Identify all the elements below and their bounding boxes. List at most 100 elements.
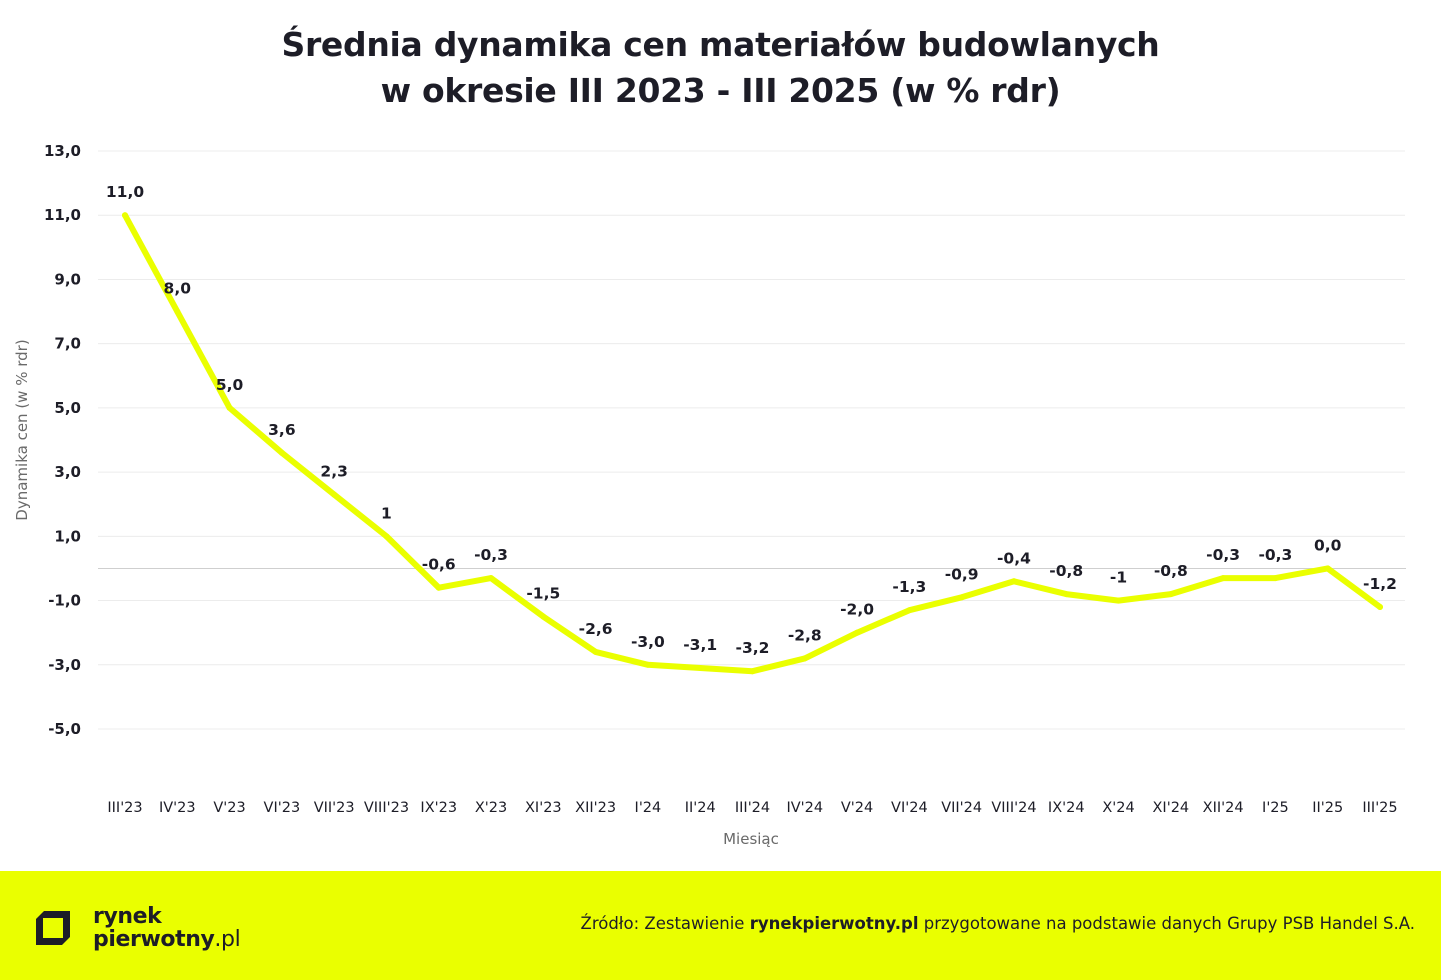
logo-mark-icon [36, 911, 70, 945]
data-label: -0,3 [1206, 546, 1240, 564]
data-point [1063, 591, 1070, 598]
data-label: -3,2 [736, 639, 770, 657]
logo-line2: pierwotny [93, 927, 215, 952]
data-point [1272, 575, 1279, 582]
data-point [174, 308, 181, 315]
data-label: -0,3 [1258, 546, 1292, 564]
y-tick-label: 7,0 [54, 335, 81, 353]
grid-lines [98, 150, 1405, 730]
x-tick-label: VIII'24 [991, 800, 1036, 816]
data-point [278, 449, 285, 456]
x-tick-label: XI'23 [525, 800, 562, 816]
source-prefix: Źródło: Zestawienie [580, 914, 750, 933]
data-label: 2,3 [320, 463, 347, 481]
data-label: 3,6 [268, 421, 295, 439]
data-point [122, 212, 128, 219]
data-label: -3,0 [631, 633, 665, 651]
data-point [1220, 575, 1227, 582]
y-tick-label: 9,0 [54, 270, 81, 288]
data-point [1324, 565, 1331, 572]
data-label: -1,3 [892, 578, 926, 596]
x-tick-label: VI'23 [264, 800, 301, 816]
x-tick-label: VII'24 [941, 800, 982, 816]
x-tick-label: I'24 [635, 800, 662, 816]
y-tick-label: -1,0 [48, 592, 81, 610]
data-label: -0,3 [474, 546, 508, 564]
data-label: -0,6 [422, 556, 456, 574]
data-point [854, 629, 861, 636]
data-label: 0,0 [1314, 536, 1342, 554]
data-point [1115, 597, 1122, 604]
data-point [383, 533, 390, 540]
chart-title-line2: w okresie III 2023 - III 2025 (w % rdr) [380, 71, 1061, 110]
x-tick-label: X'23 [475, 800, 507, 816]
y-tick-label: -3,0 [48, 656, 81, 674]
x-tick-label: III'25 [1362, 800, 1397, 816]
x-tick-label: II'24 [685, 800, 716, 816]
data-point [801, 655, 808, 662]
data-label: 1 [381, 504, 392, 522]
data-label: -1,2 [1363, 575, 1397, 593]
data-label: 5,0 [216, 376, 244, 394]
data-label: -2,0 [840, 601, 874, 619]
x-tick-label: III'24 [735, 800, 770, 816]
data-labels: 11,0 8,0 5,0 3,6 2,3 1 -0,6 -0,3 -1,5 -2,6 -3,0 -3,… [106, 183, 1397, 657]
data-point [592, 648, 599, 655]
y-tick-label: 3,0 [54, 463, 81, 481]
data-points [122, 212, 1383, 675]
chart-title-line1: Średnia dynamika cen materiałów budowlan… [281, 25, 1160, 64]
x-tick-label: XII'23 [575, 800, 616, 816]
data-point [435, 584, 442, 591]
x-tick-label: IV'23 [159, 800, 196, 816]
source-link[interactable]: rynekpierwotny.pl [749, 914, 919, 933]
x-tick-label: II'25 [1312, 800, 1343, 816]
x-tick-label: III'23 [107, 800, 142, 816]
x-tick-label: V'24 [841, 800, 873, 816]
x-tick-label: VI'24 [891, 800, 928, 816]
x-tick-label: IX'24 [1048, 800, 1085, 816]
source-note: Źródło: Zestawienie rynekpierwotny.pl pr… [581, 914, 1415, 933]
data-label: -0,9 [945, 565, 979, 583]
line-chart: 13,0 11,0 9,0 7,0 5,0 3,0 1,0 -1,0 -3,0 -5,0 III'… [13, 142, 1406, 848]
footer-bar [0, 871, 1441, 980]
x-tick-label: X'24 [1102, 800, 1134, 816]
x-tick-label: XI'24 [1153, 800, 1190, 816]
data-point [697, 664, 704, 671]
y-axis-ticks: 13,0 11,0 9,0 7,0 5,0 3,0 1,0 -1,0 -3,0 -5,0 [44, 142, 81, 738]
data-label: -2,8 [788, 626, 822, 644]
chart-title: Średnia dynamika cen materiałów budowlan… [0, 22, 1441, 114]
data-label: -1 [1110, 569, 1127, 587]
x-tick-label: I'25 [1262, 800, 1289, 816]
x-tick-label: IV'24 [786, 800, 823, 816]
data-label: -0,8 [1049, 562, 1083, 580]
data-point [906, 607, 913, 614]
data-label: -0,4 [997, 549, 1031, 567]
series-line-group [122, 212, 1383, 675]
data-label: -3,1 [683, 636, 717, 654]
data-point [749, 668, 756, 675]
logo-text: rynek pierwotny.pl [93, 905, 241, 952]
data-point [488, 575, 495, 582]
data-label: -2,6 [579, 620, 613, 638]
y-tick-label: 11,0 [44, 206, 81, 224]
data-point [540, 613, 547, 620]
source-suffix: przygotowane na podstawie danych Grupy P… [918, 914, 1415, 933]
y-tick-label: -5,0 [48, 720, 81, 738]
y-tick-label: 13,0 [44, 142, 81, 160]
data-label: 8,0 [164, 280, 192, 298]
y-tick-label: 1,0 [54, 527, 81, 545]
data-point [1010, 578, 1017, 585]
y-axis-title: Dynamika cen (w % rdr) [13, 339, 31, 520]
data-label: -1,5 [526, 585, 560, 603]
data-label: 11,0 [106, 183, 144, 201]
data-point [331, 491, 338, 498]
y-tick-label: 5,0 [54, 399, 81, 417]
x-tick-label: IX'23 [420, 800, 457, 816]
series-line [122, 212, 1383, 675]
x-tick-label: V'23 [213, 800, 245, 816]
x-tick-label: VIII'23 [364, 800, 409, 816]
data-point [226, 404, 233, 411]
x-tick-label: VII'23 [314, 800, 355, 816]
data-point [958, 594, 965, 601]
brand-logo[interactable]: rynek pierwotny.pl [36, 905, 256, 955]
